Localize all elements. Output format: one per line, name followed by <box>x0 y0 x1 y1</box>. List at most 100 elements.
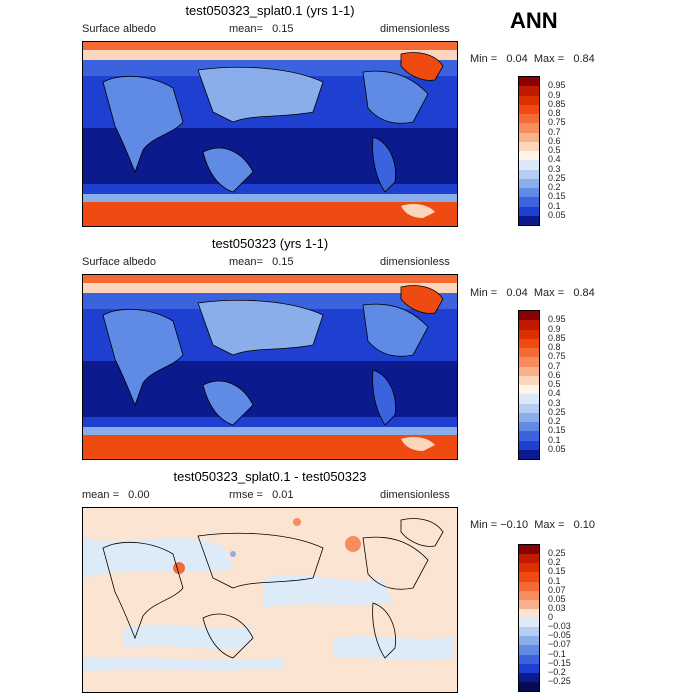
colorbar-swatch <box>519 86 539 96</box>
colorbar-label: 0.25 <box>548 406 566 417</box>
colorbar-label: 0.15 <box>548 566 566 577</box>
colorbar-swatch <box>519 338 539 348</box>
panel-1-map <box>82 41 458 227</box>
panel-3-rmse: rmse = 0.01 <box>229 489 294 501</box>
colorbar-swatch <box>519 545 539 555</box>
colorbar-label: −0.1 <box>548 648 566 659</box>
panel-1-field: Surface albedo <box>82 23 156 35</box>
colorbar-swatch <box>519 197 539 207</box>
colorbar-label: 0 <box>548 612 554 622</box>
colorbar-swatch <box>519 132 539 142</box>
colorbar-swatch <box>519 636 539 646</box>
colorbar-label: 0.3 <box>548 163 561 174</box>
colorbar-label: 0.07 <box>548 584 566 595</box>
colorbar-swatch <box>519 114 539 124</box>
colorbar-label: 0.85 <box>548 98 566 109</box>
panel-1-title: test050323_splat0.1 (yrs 1-1) <box>185 3 355 18</box>
colorbar-swatch <box>519 449 539 459</box>
colorbar-label: 0.05 <box>548 443 566 454</box>
colorbar-label: 0.7 <box>548 360 561 371</box>
colorbar-label: −0.03 <box>548 621 571 632</box>
colorbar-swatch <box>519 403 539 413</box>
colorbar-swatch <box>519 375 539 385</box>
colorbar-label: 0.5 <box>548 145 561 155</box>
colorbar-swatch <box>519 572 539 582</box>
colorbar-swatch <box>519 206 539 216</box>
colorbar-label: −0.15 <box>548 657 571 668</box>
colorbar-label: 0.7 <box>548 126 561 137</box>
panel-1-units: dimensionless <box>380 23 450 35</box>
panel-2-units: dimensionless <box>380 256 450 268</box>
colorbar-label: 0.6 <box>548 135 561 146</box>
colorbar-swatch <box>519 412 539 422</box>
colorbar-swatch <box>519 320 539 330</box>
colorbar-label: 0.15 <box>548 425 566 436</box>
colorbar-swatch <box>519 169 539 179</box>
panel-2-colorbar <box>518 310 540 460</box>
colorbar-label: 0.4 <box>548 388 561 399</box>
colorbar-swatch <box>519 178 539 188</box>
colorbar-swatch <box>519 385 539 395</box>
colorbar-swatch <box>519 215 539 225</box>
colorbar-swatch <box>519 608 539 618</box>
colorbar-swatch <box>519 357 539 367</box>
colorbar-label: −0.25 <box>548 675 571 686</box>
colorbar-label: 0.8 <box>548 108 561 118</box>
colorbar-swatch <box>519 348 539 358</box>
colorbar-label: 0.15 <box>548 191 566 202</box>
colorbar-label: 0.05 <box>548 593 566 604</box>
season-label: ANN <box>510 8 558 33</box>
colorbar-swatch <box>519 431 539 441</box>
colorbar-swatch <box>519 618 539 628</box>
colorbar-label: 0.95 <box>548 80 566 91</box>
colorbar-swatch <box>519 590 539 600</box>
panel-3-colorbar <box>518 544 540 692</box>
colorbar-swatch <box>519 663 539 673</box>
colorbar-label: 0.9 <box>548 323 561 334</box>
colorbar-swatch <box>519 394 539 404</box>
colorbar-swatch <box>519 188 539 198</box>
colorbar-label: −0.2 <box>548 666 566 677</box>
colorbar-swatch <box>519 440 539 450</box>
colorbar-swatch <box>519 151 539 161</box>
colorbar-swatch <box>519 681 539 691</box>
colorbar-swatch <box>519 672 539 682</box>
colorbar-label: 0.9 <box>548 89 561 100</box>
panel-3-minmax: Min = −0.10 Max = 0.10 <box>470 519 596 531</box>
colorbar-swatch <box>519 104 539 114</box>
colorbar-label: 0.1 <box>548 200 561 211</box>
colorbar-label: 0.1 <box>548 434 561 445</box>
panel-3-mean: mean = 0.00 <box>82 489 150 501</box>
colorbar-swatch <box>519 627 539 637</box>
panel-3-map <box>82 507 458 693</box>
colorbar-label: 0.4 <box>548 154 561 165</box>
colorbar-label: 0.3 <box>548 397 561 408</box>
colorbar-swatch <box>519 645 539 655</box>
panel-3-title: test050323_splat0.1 - test050323 <box>173 469 367 484</box>
panel-1-minmax: Min = 0.04 Max = 0.84 <box>470 53 595 65</box>
colorbar-swatch <box>519 554 539 564</box>
colorbar-swatch <box>519 563 539 573</box>
colorbar-label: 0.25 <box>548 172 566 183</box>
colorbar-label: 0.75 <box>548 117 566 128</box>
colorbar-label: 0.85 <box>548 332 566 343</box>
colorbar-label: 0.2 <box>548 182 561 192</box>
panel-3-units: dimensionless <box>380 489 450 501</box>
colorbar-label: 0.25 <box>548 548 566 559</box>
panel-2-mean: mean= 0.15 <box>229 256 294 268</box>
panel-2-field: Surface albedo <box>82 256 156 268</box>
colorbar-label: 0.2 <box>548 416 561 426</box>
colorbar-swatch <box>519 77 539 87</box>
panel-2-minmax: Min = 0.04 Max = 0.84 <box>470 287 595 299</box>
colorbar-swatch <box>519 366 539 376</box>
colorbar-swatch <box>519 599 539 609</box>
colorbar-swatch <box>519 311 539 321</box>
panel-2-map <box>82 274 458 460</box>
colorbar-swatch <box>519 422 539 432</box>
colorbar-label: 0.2 <box>548 557 561 568</box>
colorbar-swatch <box>519 141 539 151</box>
colorbar-label: 0.75 <box>548 351 566 362</box>
colorbar-label: −0.07 <box>548 639 571 650</box>
colorbar-label: −0.05 <box>548 630 571 641</box>
colorbar-label: 0.1 <box>548 575 561 586</box>
